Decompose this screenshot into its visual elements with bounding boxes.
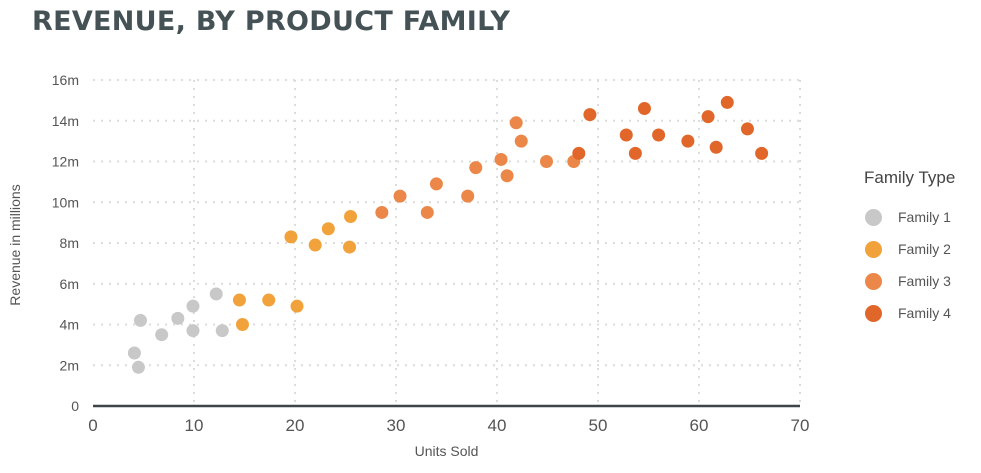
data-point xyxy=(420,205,434,219)
y-tick-label: 16m xyxy=(52,72,79,88)
data-point xyxy=(344,210,358,224)
legend-swatch xyxy=(865,304,882,322)
data-point xyxy=(500,169,514,183)
data-point xyxy=(235,318,249,331)
y-tick-label: 4m xyxy=(60,317,79,333)
data-point xyxy=(343,240,357,254)
legend-item: Family 3 xyxy=(864,265,976,297)
data-point xyxy=(709,140,723,154)
data-point xyxy=(628,146,642,160)
data-point xyxy=(755,146,769,160)
data-point xyxy=(133,313,147,327)
data-point xyxy=(321,222,335,236)
x-tick-label: 40 xyxy=(488,416,507,435)
x-tick-label: 20 xyxy=(286,416,305,435)
data-point xyxy=(494,152,508,166)
data-point xyxy=(637,102,651,116)
data-point xyxy=(262,293,276,307)
legend-swatch xyxy=(865,240,882,258)
data-point xyxy=(461,189,475,203)
data-point xyxy=(290,299,304,313)
data-point xyxy=(509,116,523,130)
data-point xyxy=(232,293,246,307)
legend-label: Family 4 xyxy=(898,305,951,321)
x-tick-label: 0 xyxy=(88,416,97,435)
data-point xyxy=(155,328,169,342)
data-point xyxy=(701,110,715,124)
data-point xyxy=(583,108,597,122)
data-point xyxy=(393,189,407,203)
data-point xyxy=(539,155,553,168)
legend-item: Family 2 xyxy=(864,233,976,265)
x-tick-label: 50 xyxy=(589,416,608,435)
legend-item: Family 1 xyxy=(864,201,976,233)
legend-item: Family 4 xyxy=(864,297,976,329)
y-tick-label: 14m xyxy=(52,113,79,129)
data-point xyxy=(308,238,322,252)
x-tick-label: 30 xyxy=(387,416,406,435)
data-point xyxy=(514,134,528,148)
data-point xyxy=(375,205,389,219)
legend-label: Family 2 xyxy=(898,241,951,257)
data-point xyxy=(429,177,443,191)
data-point xyxy=(209,287,223,301)
legend-title: Family Type xyxy=(864,168,956,187)
x-axis-label: Units Sold xyxy=(415,443,479,459)
y-tick-label: 6m xyxy=(60,276,79,292)
y-tick-label: 12m xyxy=(52,154,79,170)
legend: Family Type Family 1 Family 2 Family 3 Fami… xyxy=(864,168,976,329)
y-axis-label: Revenue in millions xyxy=(7,184,23,305)
data-point xyxy=(171,311,185,325)
x-tick-label: 10 xyxy=(185,416,204,435)
data-point xyxy=(186,299,200,313)
data-point xyxy=(186,324,200,338)
y-tick-label: 0 xyxy=(71,398,79,414)
data-point xyxy=(652,128,666,142)
y-tick-label: 8m xyxy=(60,235,79,251)
y-tick-label: 2m xyxy=(60,357,79,373)
legend-swatch xyxy=(865,272,882,290)
legend-label: Family 1 xyxy=(898,209,951,225)
grid xyxy=(93,79,801,406)
data-points xyxy=(127,95,769,374)
data-point xyxy=(127,346,141,360)
data-point xyxy=(740,122,754,136)
data-point xyxy=(619,128,633,142)
data-point xyxy=(284,230,298,244)
legend-label: Family 3 xyxy=(898,273,951,289)
y-axis-ticks: 0 2m 4m 6m 8m 10m 12m 14m 16m xyxy=(52,72,79,414)
x-axis-ticks: 0 10 20 30 40 50 60 70 xyxy=(88,416,809,435)
legend-swatch xyxy=(865,208,882,226)
data-point xyxy=(131,360,145,374)
y-tick-label: 10m xyxy=(52,194,79,210)
data-point xyxy=(681,134,695,148)
legend-items: Family 1 Family 2 Family 3 Family 4 xyxy=(864,201,976,329)
x-tick-label: 70 xyxy=(791,416,810,435)
data-point xyxy=(469,161,483,175)
data-point xyxy=(720,95,734,109)
data-point xyxy=(572,146,586,160)
chart-title: REVENUE, BY PRODUCT FAMILY xyxy=(32,6,511,37)
x-tick-label: 60 xyxy=(690,416,709,435)
data-point xyxy=(215,324,229,338)
